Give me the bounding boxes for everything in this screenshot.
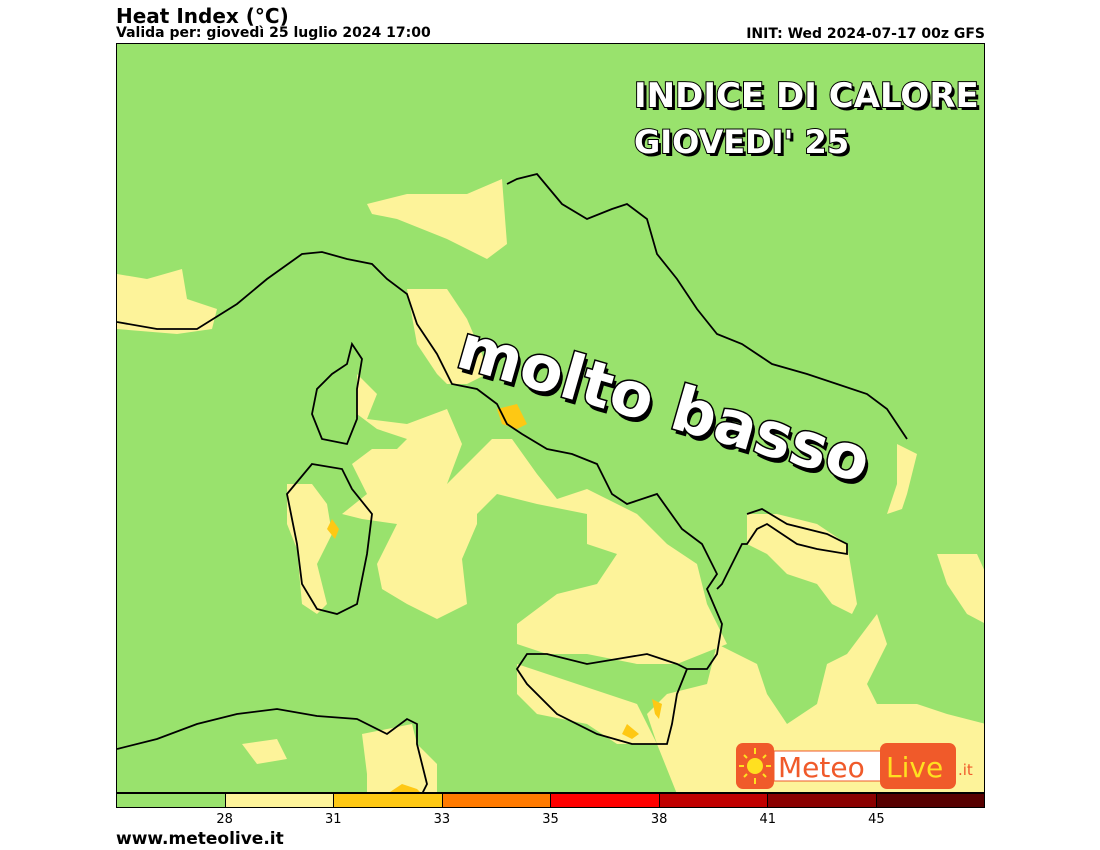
colorbar-segment [442,794,551,807]
map-title: Heat Index (°C) [116,4,289,28]
colorbar-tick-label: 45 [868,812,885,827]
valid-time: Valida per: giovedì 25 luglio 2024 17:00 [116,25,431,41]
colorbar-segment [768,794,877,807]
colorbar-tick-label: 35 [542,812,559,827]
colorbar-tick-label: 41 [759,812,777,827]
colorbar-tick-label: 31 [324,812,342,827]
colorbar-tick-label: 38 [650,812,668,827]
colorbar-tick-label: 33 [433,812,451,827]
init-time: INIT: Wed 2024-07-17 00z GFS [746,26,985,42]
colorbar-segment [334,794,443,807]
colorbar-segment [876,794,984,807]
colorbar-segment [225,794,334,807]
svg-text:Live: Live [886,751,943,784]
meteolive-logo: Meteo Live .it [736,743,978,789]
overlay-subtitle: GIOVEDI' 25 [633,122,850,162]
colorbar [116,793,985,808]
map-fields [117,172,984,792]
heat-zone-31-33 [327,404,662,792]
coastlines [117,172,908,792]
footer-site: www.meteolive.it [116,829,284,849]
colorbar-segment [117,794,226,807]
colorbar-tick-label: 28 [216,812,233,827]
heat-index-map [116,43,985,793]
colorbar-segment [551,794,660,807]
svg-text:.it: .it [958,761,973,779]
colorbar-segment [659,794,768,807]
overlay-title: INDICE DI CALORE [633,75,980,117]
svg-text:Meteo: Meteo [778,751,865,784]
